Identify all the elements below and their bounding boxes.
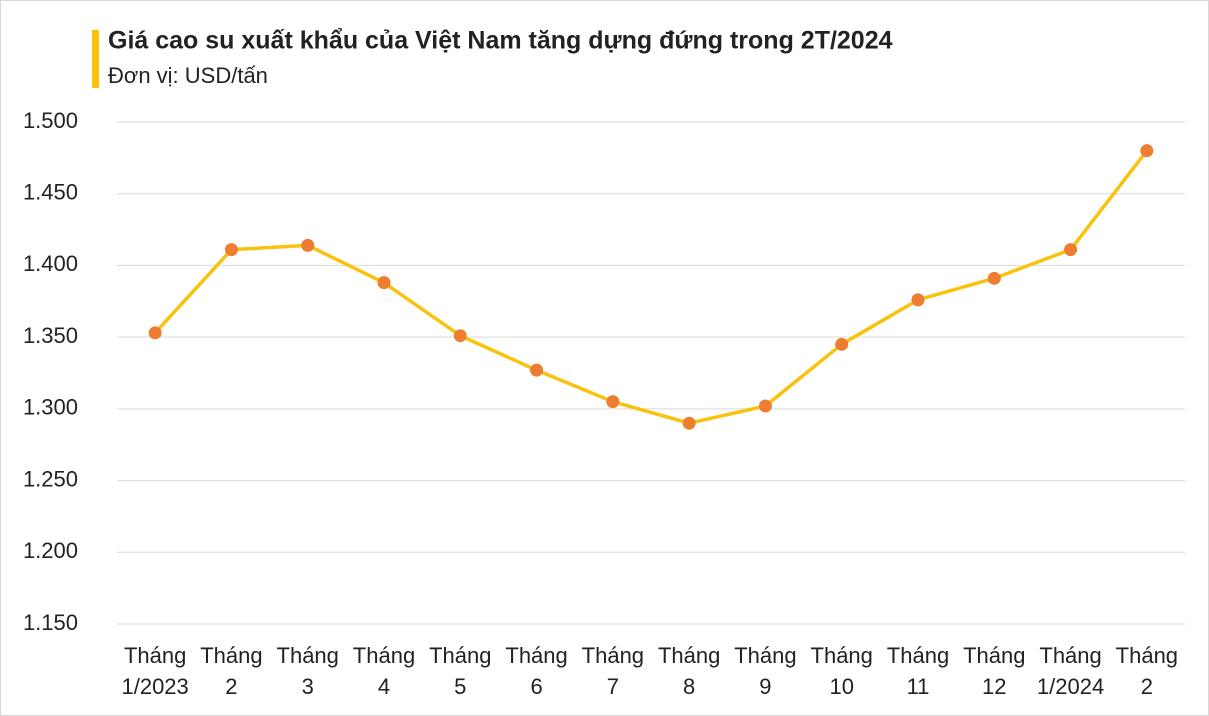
data-point	[758, 399, 772, 413]
x-tick-label: Tháng 10	[811, 643, 873, 699]
y-tick-label: 1.150	[23, 610, 78, 635]
data-point	[530, 363, 544, 377]
y-tick-label: 1.400	[23, 251, 78, 276]
x-tick-label: Tháng 11	[887, 643, 949, 699]
x-tick-label-line: 7	[607, 674, 619, 699]
x-tick-label: Tháng 3	[277, 643, 339, 699]
y-tick-label: 1.450	[23, 180, 78, 205]
chart-subtitle: Đơn vị: USD/tấn	[108, 63, 268, 88]
data-point	[224, 243, 238, 257]
x-tick-label-line: 9	[759, 674, 771, 699]
x-tick-label-line: 1/2023	[121, 674, 188, 699]
x-tick-label-line: Tháng	[963, 643, 1025, 668]
x-tick-label-line: 4	[378, 674, 390, 699]
x-tick-label-line: 3	[302, 674, 314, 699]
y-tick-label: 1.250	[23, 466, 78, 491]
data-point	[453, 329, 467, 343]
x-tick-label-line: 10	[829, 674, 853, 699]
x-tick-label-line: Tháng	[353, 643, 415, 668]
x-tick-label-line: Tháng	[658, 643, 720, 668]
data-point	[682, 416, 696, 430]
x-tick-label-line: 2	[225, 674, 237, 699]
x-tick-label: Tháng 8	[658, 643, 720, 699]
y-tick-label: 1.350	[23, 323, 78, 348]
x-tick-label: Tháng 5	[429, 643, 491, 699]
x-tick-label-line: Tháng	[505, 643, 567, 668]
x-tick-label-line: Tháng	[277, 643, 339, 668]
x-tick-label-line: 6	[530, 674, 542, 699]
data-point	[377, 276, 391, 290]
y-tick-label: 1.300	[23, 395, 78, 420]
data-point	[987, 271, 1001, 285]
x-tick-label-line: Tháng	[811, 643, 873, 668]
x-tick-label-line: 1/2024	[1037, 674, 1104, 699]
y-tick-label: 1.500	[23, 108, 78, 133]
y-tick-label: 1.200	[23, 538, 78, 563]
data-point	[1064, 243, 1078, 257]
x-tick-label: Tháng 9	[734, 643, 796, 699]
x-tick-label-line: 12	[982, 674, 1006, 699]
series-line	[153, 149, 1149, 425]
title-accent	[92, 30, 99, 88]
x-tick-label-line: 5	[454, 674, 466, 699]
x-tick-label-line: 8	[683, 674, 695, 699]
x-tick-label: Tháng 2	[1116, 643, 1178, 699]
x-tick-label: Tháng 7	[582, 643, 644, 699]
chart-title: Giá cao su xuất khẩu của Việt Nam tăng d…	[108, 27, 893, 55]
data-point	[835, 337, 849, 351]
x-tick-label-line: Tháng	[429, 643, 491, 668]
x-tick-label-line: Tháng	[1116, 643, 1178, 668]
x-tick-label: Tháng 12	[963, 643, 1025, 699]
data-point	[148, 326, 162, 340]
x-tick-label: Tháng 4	[353, 643, 415, 699]
data-point	[1140, 144, 1154, 158]
x-tick-label-line: Tháng	[1039, 643, 1101, 668]
x-tick-label-line: Tháng	[887, 643, 949, 668]
x-tick-label: Tháng 1/2024	[1037, 643, 1104, 699]
x-tick-label-line: Tháng	[582, 643, 644, 668]
x-tick-label-line: 2	[1141, 674, 1153, 699]
x-tick-label-line: 11	[907, 674, 930, 699]
x-tick-label-line: Tháng	[124, 643, 186, 668]
x-tick-label: Tháng 2	[200, 643, 262, 699]
data-point	[301, 238, 315, 252]
data-point	[606, 395, 620, 409]
x-tick-label-line: Tháng	[734, 643, 796, 668]
x-tick-label-line: Tháng	[200, 643, 262, 668]
data-point	[911, 293, 925, 307]
x-tick-label: Tháng 6	[505, 643, 567, 699]
x-tick-label: Tháng 1/2023	[121, 643, 188, 699]
